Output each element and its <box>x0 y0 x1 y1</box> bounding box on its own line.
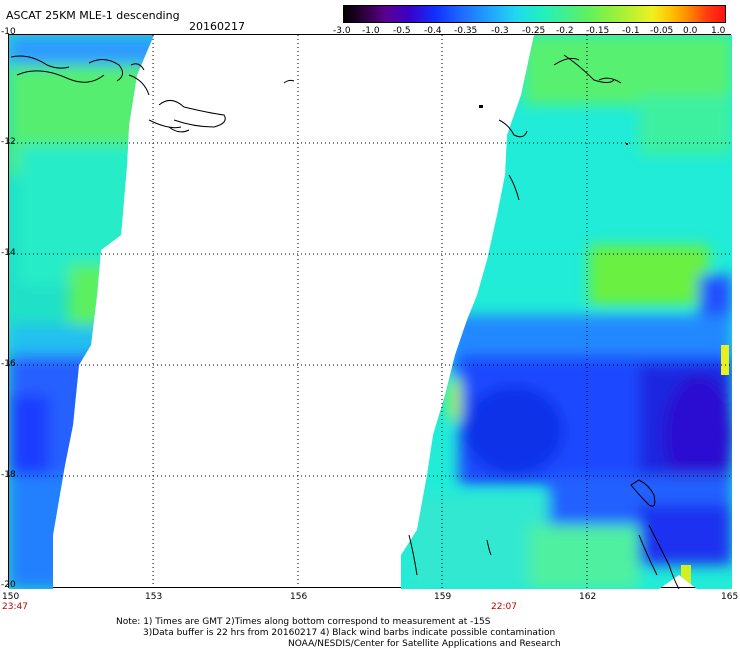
islands <box>479 105 628 145</box>
colorbar-tick: -0.35 <box>454 26 478 36</box>
colorbar-tick: -0.25 <box>522 26 546 36</box>
note-line-1: Note: 1) Times are GMT 2)Times along bot… <box>116 617 491 627</box>
colorbar-tick: -0.4 <box>424 26 442 36</box>
lon-label: 165 <box>721 592 739 602</box>
lon-label: 156 <box>290 592 308 602</box>
lat-label: -10 <box>1 27 16 37</box>
lat-label: -12 <box>1 137 16 147</box>
colorbar-tick: 1.0 <box>711 26 726 36</box>
wind-map-svg <box>9 35 732 590</box>
colorbar-tick: -0.1 <box>622 26 640 36</box>
graticule <box>9 35 732 589</box>
lon-label: 150 <box>2 592 20 602</box>
coastlines <box>10 54 680 590</box>
note-line-2: 3)Data buffer is 22 hrs from 20160217 4)… <box>143 628 556 638</box>
colorbar-tick: -1.0 <box>362 26 380 36</box>
map-date: 20160217 <box>189 20 245 33</box>
right-swath <box>401 35 732 589</box>
colorbar-tick: -0.05 <box>650 26 674 36</box>
colorbar-tick: 0.0 <box>683 26 698 36</box>
time-label-right: 22:07 <box>491 602 517 612</box>
lon-label: 162 <box>579 592 597 602</box>
colorbar-tick: -0.2 <box>556 26 574 36</box>
lat-label: -14 <box>1 248 16 258</box>
colorbar-tick: -0.3 <box>491 26 509 36</box>
left-swath <box>9 35 154 589</box>
colorbar-tick: -3.0 <box>333 26 351 36</box>
colorbar <box>343 5 726 23</box>
lon-label: 153 <box>145 592 163 602</box>
map-title: ASCAT 25KM MLE-1 descending <box>6 9 180 22</box>
colorbar-tick: -0.5 <box>393 26 411 36</box>
map-panel <box>8 34 732 590</box>
lat-label: -18 <box>1 470 16 480</box>
note-line-3: NOAA/NESDIS/Center for Satellite Applica… <box>288 639 561 649</box>
lon-label: 159 <box>434 592 452 602</box>
lat-label: -20 <box>1 580 16 590</box>
time-label-left: 23:47 <box>2 602 28 612</box>
colorbar-tick: -0.15 <box>586 26 610 36</box>
lat-label: -16 <box>1 359 16 369</box>
